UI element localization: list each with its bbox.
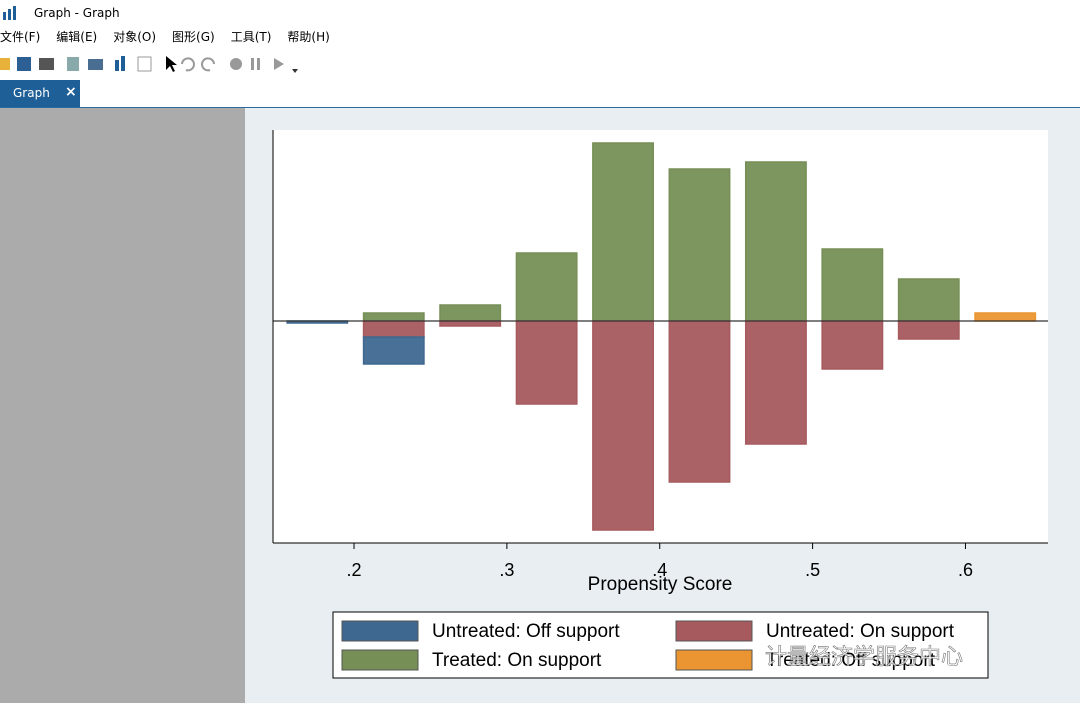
tab-close[interactable]: × bbox=[65, 84, 77, 100]
bar bbox=[668, 320, 731, 483]
x-tick-label: .5 bbox=[805, 560, 820, 580]
save-button[interactable] bbox=[17, 57, 31, 71]
menu-item[interactable]: 对象(O) bbox=[113, 30, 157, 44]
x-tick-label: .3 bbox=[499, 560, 514, 580]
bar bbox=[897, 320, 960, 340]
legend-swatch bbox=[341, 649, 419, 671]
title-bar: Graph - Graph bbox=[0, 0, 1080, 26]
menu-item[interactable]: 工具(T) bbox=[230, 30, 272, 44]
legend-label: Untreated: Off support bbox=[432, 621, 620, 642]
watermark: 计量经济学服务中心 bbox=[765, 644, 963, 669]
legend-swatch bbox=[675, 649, 753, 671]
bar bbox=[362, 320, 425, 338]
copy-button[interactable] bbox=[67, 57, 79, 71]
bar bbox=[362, 312, 425, 322]
rename-button[interactable] bbox=[88, 59, 103, 70]
x-axis-title: Propensity Score bbox=[588, 574, 733, 595]
tab-bar: Graph × bbox=[0, 80, 1080, 108]
legend-label: Treated: Off support bbox=[766, 650, 936, 671]
menu-bar: 文件(F) 编辑(E) 对象(O) 图形(G) 工具(T) 帮助(H) bbox=[0, 28, 346, 50]
undo-button[interactable] bbox=[181, 57, 195, 72]
bar bbox=[897, 278, 960, 322]
data-editor-button[interactable] bbox=[137, 56, 152, 72]
legend-swatch bbox=[675, 620, 753, 642]
legend-label: Treated: On support bbox=[432, 650, 602, 671]
tab-label: Graph bbox=[13, 86, 50, 100]
menu-item[interactable]: 编辑(E) bbox=[56, 30, 98, 44]
menu-item[interactable]: 帮助(H) bbox=[287, 30, 330, 44]
graph-editor-button[interactable] bbox=[115, 60, 119, 71]
x-tick-label: .6 bbox=[958, 560, 973, 580]
redo-button[interactable] bbox=[201, 57, 215, 72]
bar bbox=[515, 320, 578, 405]
legend-label: Untreated: On support bbox=[766, 621, 955, 642]
bar bbox=[592, 320, 654, 531]
open-button[interactable] bbox=[0, 58, 10, 70]
toolbar bbox=[0, 56, 298, 73]
x-tick-label: .2 bbox=[347, 560, 362, 580]
x-tick-label: .4 bbox=[652, 560, 667, 580]
bar bbox=[821, 320, 884, 370]
bar bbox=[668, 168, 731, 322]
bar bbox=[362, 336, 425, 365]
legend bbox=[332, 611, 989, 679]
bar bbox=[439, 304, 502, 322]
tab[interactable]: Graph × bbox=[0, 80, 80, 107]
bar bbox=[821, 248, 884, 322]
pointer-tool[interactable] bbox=[166, 56, 177, 72]
bar bbox=[592, 142, 654, 322]
dropdown-button[interactable] bbox=[292, 69, 298, 73]
chart: Propensity Score .2 .3 .4 .5 .6 Untreated: Of… bbox=[245, 108, 1080, 703]
menu-item[interactable]: 图形(G) bbox=[172, 30, 215, 44]
app-icon bbox=[3, 6, 16, 20]
side-pane bbox=[0, 108, 245, 703]
bar bbox=[744, 161, 807, 322]
bar bbox=[439, 320, 502, 327]
bar bbox=[744, 320, 807, 445]
record-button[interactable] bbox=[230, 58, 242, 70]
print-button[interactable] bbox=[39, 58, 54, 70]
legend-swatch bbox=[341, 620, 419, 642]
bar bbox=[974, 312, 1037, 322]
play-button[interactable] bbox=[274, 58, 284, 70]
window-title: Graph - Graph bbox=[34, 6, 120, 20]
bar bbox=[515, 252, 578, 322]
menu-item[interactable]: 文件(F) bbox=[0, 30, 41, 44]
pause-button[interactable] bbox=[251, 58, 254, 70]
